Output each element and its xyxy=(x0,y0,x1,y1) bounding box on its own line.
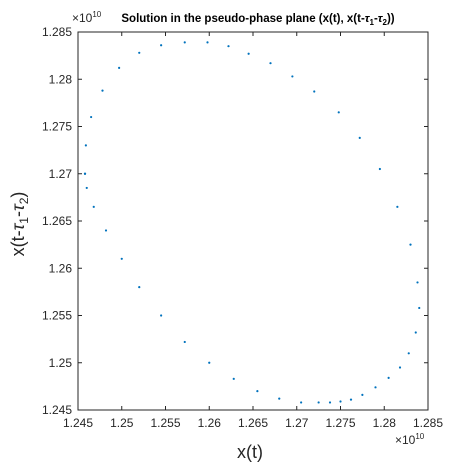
x-exponent: ×1010 xyxy=(395,432,425,447)
data-point xyxy=(278,397,281,400)
x-tick-label: 1.255 xyxy=(150,416,180,430)
x-tick-label: 1.27 xyxy=(285,416,309,430)
data-point xyxy=(291,75,294,78)
data-point xyxy=(104,229,108,232)
data-point xyxy=(414,331,417,334)
data-point xyxy=(416,281,419,284)
y-tick-label: 1.275 xyxy=(42,120,72,134)
data-point xyxy=(328,401,332,404)
data-point xyxy=(407,352,410,355)
title-sub1: 1 xyxy=(370,18,375,27)
title-dash: - xyxy=(374,13,378,25)
data-point xyxy=(418,306,421,310)
data-point xyxy=(349,398,353,401)
x-tick-label: 1.275 xyxy=(325,416,355,430)
data-point xyxy=(269,62,272,65)
y-exponent-base: ×10 xyxy=(72,11,93,25)
data-point xyxy=(361,393,364,396)
data-point xyxy=(208,361,211,364)
data-point xyxy=(183,41,186,44)
title-tau2: τ xyxy=(378,13,384,25)
title-tau1: τ xyxy=(365,13,371,25)
x-tick-label: 1.25 xyxy=(110,416,134,430)
y-axis-ticks: 1.245 1.25 1.255 1.26 1.265 1.27 1.275 1.28 1.28… xyxy=(42,25,428,417)
data-point xyxy=(374,386,377,389)
y-axis-label: x(t-τ1-τ2) xyxy=(8,192,31,257)
data-point xyxy=(83,172,87,175)
data-point xyxy=(90,115,93,119)
y-tick-label: 1.255 xyxy=(42,309,72,323)
data-point xyxy=(92,205,95,208)
x-tick-label: 1.28 xyxy=(373,416,397,430)
y-tick-label: 1.28 xyxy=(49,72,73,86)
data-point xyxy=(138,51,141,54)
data-point xyxy=(300,401,303,404)
ylabel-dash: - xyxy=(8,211,28,217)
data-point xyxy=(85,186,88,190)
plot-area xyxy=(77,31,429,411)
x-tick-label: 1.245 xyxy=(63,416,93,430)
x-tick-label: 1.265 xyxy=(238,416,268,430)
y-exponent-power: 10 xyxy=(92,10,101,19)
ylabel-prefix: x(t- xyxy=(8,230,28,256)
ylabel-sub1: 1 xyxy=(17,217,31,224)
data-point xyxy=(358,136,361,139)
data-series xyxy=(83,41,421,404)
data-point xyxy=(398,366,402,369)
data-point xyxy=(337,111,340,114)
data-point xyxy=(101,89,104,92)
data-point xyxy=(84,144,87,147)
x-axis-ticks: 1.245 1.25 1.255 1.26 1.265 1.27 1.275 1.28 1.28… xyxy=(63,32,443,430)
title-prefix: Solution in the pseudo-phase plane (x(t)… xyxy=(121,13,365,25)
x-tick-label: 1.285 xyxy=(413,416,443,430)
ylabel-tau1: τ xyxy=(8,222,28,230)
data-point xyxy=(387,376,390,379)
x-exponent-power: 10 xyxy=(415,432,424,441)
y-tick-label: 1.285 xyxy=(42,25,72,39)
title-sub2: 2 xyxy=(383,18,388,27)
data-point xyxy=(313,90,316,93)
data-point xyxy=(232,377,235,380)
x-axis-label: x(t) xyxy=(237,442,263,462)
y-tick-label: 1.25 xyxy=(49,356,73,370)
data-point xyxy=(247,52,250,55)
data-point xyxy=(160,314,163,317)
data-point xyxy=(138,286,141,289)
ylabel-tau2: τ xyxy=(8,203,28,211)
ylabel-sub2: 2 xyxy=(17,197,31,204)
data-point xyxy=(378,167,381,171)
data-point xyxy=(120,257,123,260)
x-tick-label: 1.26 xyxy=(198,416,222,430)
data-point xyxy=(118,66,121,70)
data-point xyxy=(206,41,209,44)
data-point xyxy=(183,340,186,344)
x-exponent-base: ×10 xyxy=(395,433,416,447)
data-point xyxy=(409,243,412,246)
data-point xyxy=(396,205,399,208)
data-point xyxy=(227,45,230,48)
ylabel-suffix: ) xyxy=(8,192,28,198)
y-tick-label: 1.27 xyxy=(49,167,73,181)
data-point xyxy=(160,44,163,47)
data-point xyxy=(317,401,320,404)
chart-title: Solution in the pseudo-phase plane (x(t)… xyxy=(121,13,394,27)
y-tick-label: 1.265 xyxy=(42,214,72,228)
title-suffix: )) xyxy=(387,13,395,25)
y-exponent: ×1010 xyxy=(72,10,102,25)
y-tick-label: 1.245 xyxy=(42,403,72,417)
data-point xyxy=(256,390,259,393)
y-tick-label: 1.26 xyxy=(49,261,73,275)
data-point xyxy=(339,400,342,403)
